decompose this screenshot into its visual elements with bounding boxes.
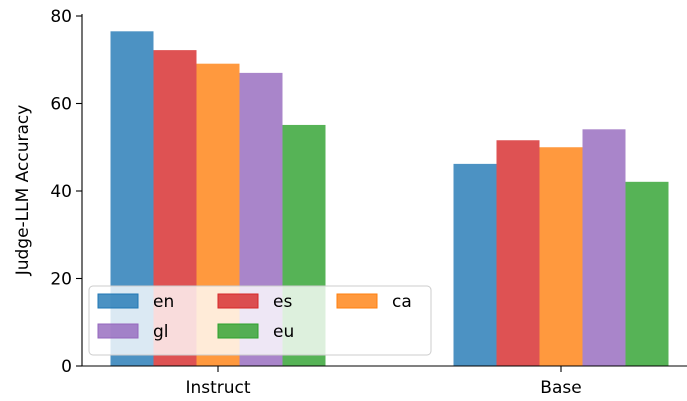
legend-swatch-es (217, 293, 259, 309)
legend-label-en: en (153, 292, 174, 312)
y-tick-label: 40 (50, 182, 72, 202)
legend-label-es: es (273, 292, 292, 312)
y-ticks: 0 20 40 60 80 (50, 7, 82, 377)
bar-ca-base (539, 147, 583, 366)
legend: en es ca gl eu (88, 285, 432, 356)
legend-swatch-gl (97, 323, 139, 339)
y-tick-label: 60 (50, 95, 72, 115)
y-axis-label: Judge-LLM Accuracy (13, 105, 33, 277)
y-tick-label: 80 (50, 7, 72, 27)
legend-box (88, 285, 432, 356)
legend-swatch-en (97, 293, 139, 309)
legend-swatch-eu (217, 323, 259, 339)
bar-en-base (453, 163, 497, 366)
bar-gl-base (582, 129, 626, 366)
legend-label-ca: ca (392, 292, 412, 312)
bar-es-base (496, 140, 540, 366)
x-ticks: Instruct Base (185, 366, 582, 398)
x-tick-label: Instruct (185, 378, 250, 398)
y-tick-label: 20 (50, 270, 72, 290)
axes-group (81, 14, 687, 367)
legend-label-eu: eu (273, 322, 294, 342)
bar-eu-base (625, 181, 669, 366)
legend-swatch-ca (336, 293, 378, 309)
y-tick-label: 0 (61, 357, 72, 377)
x-tick-label: Base (540, 378, 581, 398)
legend-label-gl: gl (153, 322, 169, 342)
